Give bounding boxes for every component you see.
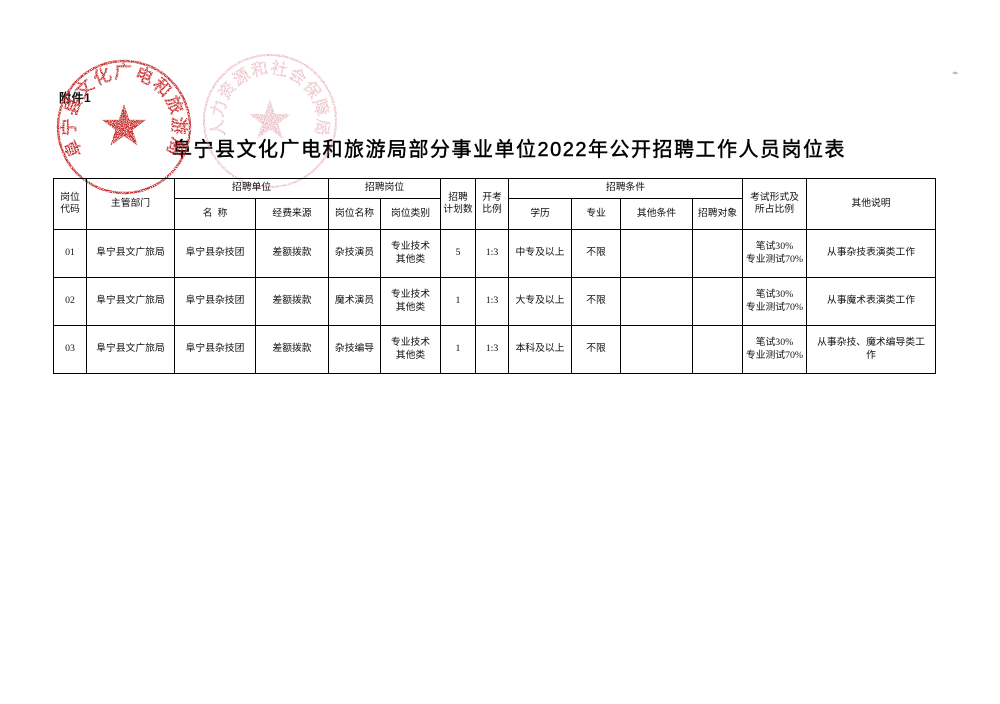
svg-text:人力资源和社会保障局: 人力资源和社会保障局 [207,57,333,137]
svg-text:阜宁县文化广电和旅游局: 阜宁县文化广电和旅游局 [59,62,189,160]
